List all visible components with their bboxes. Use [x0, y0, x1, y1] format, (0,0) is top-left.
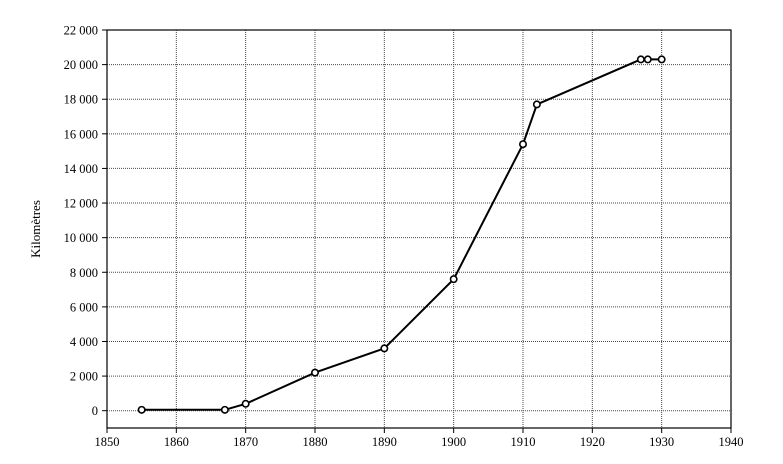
- y-tick-label: 4 000: [70, 335, 98, 349]
- y-tick-label: 0: [92, 404, 98, 418]
- x-axis-tick-labels: 1850 1860 1870 1880 1890 1900 1910 1920 1930 1940: [95, 435, 744, 449]
- x-tick-label: 1940: [719, 435, 744, 449]
- data-point: [241, 399, 250, 408]
- data-point: [449, 275, 458, 284]
- y-tick-label: 8 000: [70, 266, 98, 280]
- y-tick-label: 10 000: [64, 231, 98, 245]
- x-tick-label: 1920: [580, 435, 605, 449]
- series-layer: [137, 55, 666, 414]
- y-axis-tick-labels: 0 2 000 4 000 6 000 8 000 10 000 12 000 14 000 1…: [64, 24, 98, 419]
- x-tick-label: 1930: [649, 435, 674, 449]
- grid-lines: [107, 30, 731, 428]
- data-point: [310, 368, 319, 377]
- y-tick-label: 6 000: [70, 300, 98, 314]
- plot-frame: [106, 29, 732, 429]
- data-point: [220, 405, 229, 414]
- x-tick-label: 1850: [95, 435, 120, 449]
- x-tick-label: 1870: [233, 435, 258, 449]
- x-tick-label: 1860: [164, 435, 189, 449]
- data-point: [643, 55, 652, 64]
- x-tick-label: 1880: [303, 435, 328, 449]
- y-tick-label: 14 000: [64, 162, 98, 176]
- y-tick-label: 2 000: [70, 370, 98, 384]
- x-tick-label: 1890: [372, 435, 397, 449]
- y-tick-label: 20 000: [64, 58, 98, 72]
- data-point: [137, 405, 146, 414]
- data-point: [380, 344, 389, 353]
- y-tick-label: 18 000: [64, 93, 98, 107]
- x-tick-label: 1900: [441, 435, 466, 449]
- data-point: [636, 55, 645, 64]
- x-tick-label: 1910: [511, 435, 536, 449]
- data-point: [657, 55, 666, 64]
- y-axis-title: Kilomètres: [28, 200, 43, 258]
- y-tick-label: 16 000: [64, 127, 98, 141]
- y-tick-label: 12 000: [64, 197, 98, 211]
- data-point: [532, 100, 541, 109]
- series-line: [141, 58, 662, 411]
- y-tick-label: 22 000: [64, 24, 98, 38]
- data-point: [518, 140, 527, 149]
- axis-ticks: [102, 29, 732, 433]
